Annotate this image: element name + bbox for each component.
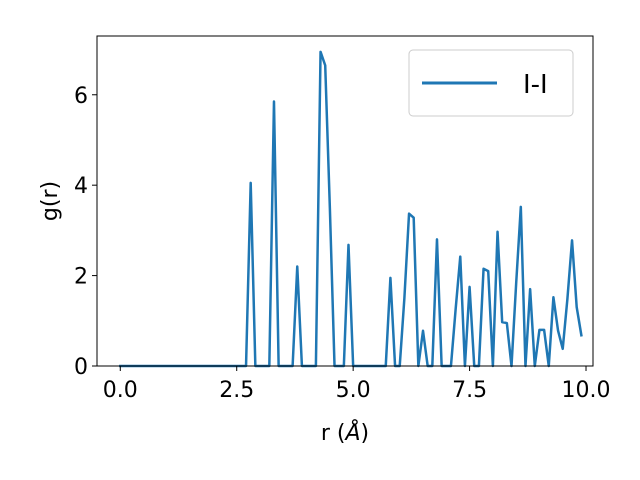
y-axis-label: g(r) (38, 181, 63, 221)
x-tick-label: 2.5 (219, 378, 254, 403)
y-tick-label: 4 (74, 174, 88, 199)
y-tick-label: 0 (74, 355, 88, 380)
legend: I-I (408, 49, 574, 117)
axes-frame (96, 35, 594, 367)
x-tick-label: 10.0 (562, 378, 611, 403)
y-axis: 0 2 4 6 (74, 84, 97, 380)
x-tick-label: 5.0 (336, 378, 371, 403)
legend-label-i-i: I-I (523, 70, 548, 100)
x-axis: 0.0 2.5 5.0 7.5 10.0 (103, 366, 611, 403)
y-tick-label: 6 (74, 84, 88, 109)
x-tick-label: 7.5 (452, 378, 487, 403)
x-tick-label: 0.0 (103, 378, 138, 403)
y-tick-label: 2 (74, 265, 88, 290)
x-axis-label: r (Å) (321, 419, 369, 446)
